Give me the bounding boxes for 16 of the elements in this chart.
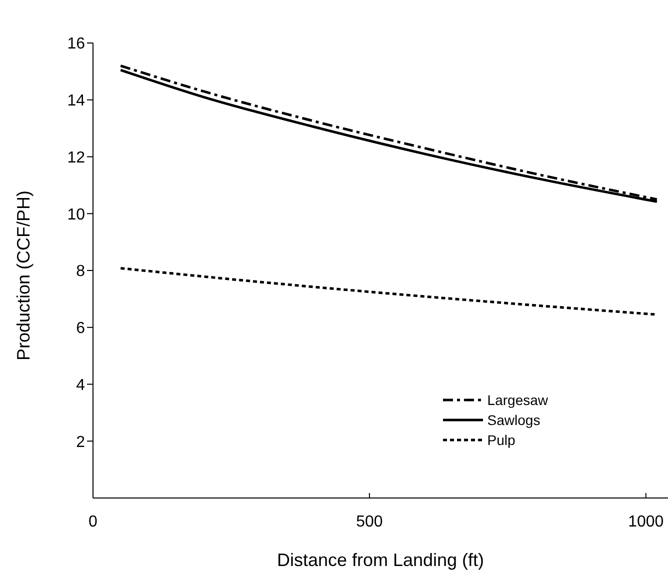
x-axis-title: Distance from Landing (ft) (276, 550, 484, 570)
x-tick-label: 0 (88, 513, 98, 530)
legend-label: Largesaw (487, 392, 548, 408)
x-tick-label: 500 (356, 513, 383, 530)
y-tick-label: 8 (76, 263, 86, 280)
y-tick-label: 10 (67, 206, 86, 224)
legend-label: Sawlogs (487, 412, 540, 428)
y-tick-label: 2 (76, 434, 86, 451)
y-tick-label: 16 (67, 36, 86, 53)
y-axis-title: Production (CCF/PH) (13, 190, 34, 360)
y-tick-label: 12 (67, 149, 86, 166)
x-tick-label: 1000 (628, 513, 664, 530)
y-tick-label: 6 (76, 320, 86, 338)
y-tick-label: 4 (76, 376, 86, 394)
y-tick-label: 14 (67, 92, 86, 110)
legend-label: Pulp (487, 432, 516, 448)
